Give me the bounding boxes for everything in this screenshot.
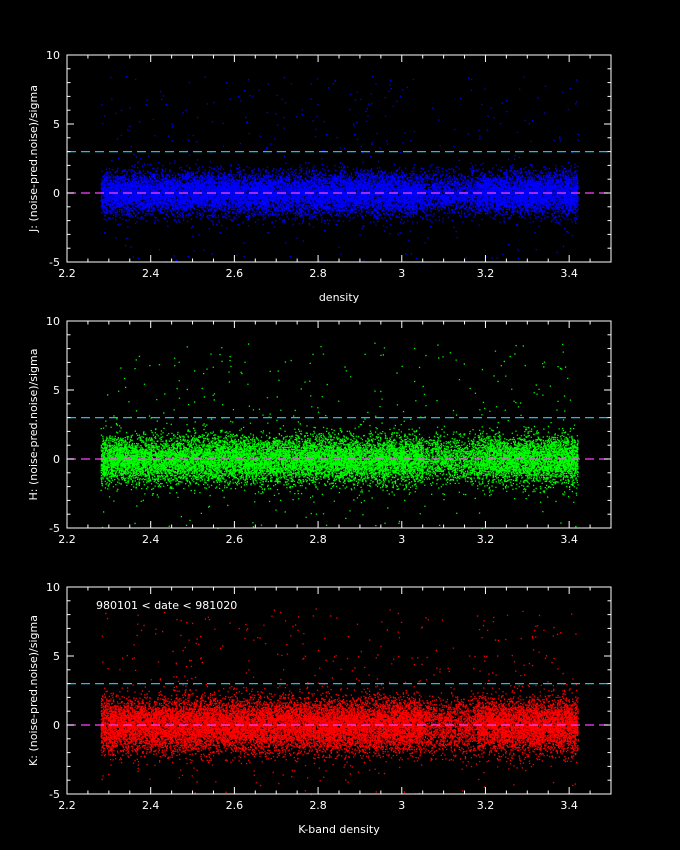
x-tick-label: 2.6 <box>226 799 244 812</box>
y-tick-label: 10 <box>46 315 60 328</box>
x-tick-label: 2.4 <box>142 267 160 280</box>
date-range-annotation: 980101 < date < 981020 <box>96 599 237 612</box>
y-tick-label: 5 <box>53 650 60 663</box>
plot-frame-j <box>66 54 612 263</box>
x-tick-label: 3.2 <box>477 799 495 812</box>
x-tick-label: 3 <box>398 533 405 546</box>
x-tick-label: 2.8 <box>309 267 327 280</box>
y-tick-label: 10 <box>46 49 60 62</box>
y-tick-label: -5 <box>49 256 60 269</box>
x-tick-label: 3.4 <box>560 533 578 546</box>
x-tick-label: 2.4 <box>142 533 160 546</box>
y-axis-label-k: K: (noise-pred.noise)/sigma <box>27 615 40 766</box>
x-tick-label: 2.2 <box>58 533 76 546</box>
x-tick-label: 2.4 <box>142 799 160 812</box>
x-tick-label: 2.2 <box>58 799 76 812</box>
x-tick-label: 3.2 <box>477 267 495 280</box>
scatter-marks-k <box>100 607 579 796</box>
scatter-points-k <box>100 607 579 796</box>
scatter-marks-h <box>100 342 579 530</box>
plot-frame-h <box>66 320 612 529</box>
y-tick-label: -5 <box>49 522 60 535</box>
y-tick-label: 5 <box>53 118 60 131</box>
y-tick-label: -5 <box>49 788 60 801</box>
scatter-marks-j <box>100 75 579 263</box>
panel-k: 2.2 2.4 2.6 2.8 3 3.2 3.4 -5 0 5 10 K: (noise-pred.… <box>27 581 612 836</box>
x-tick-label: 3 <box>398 799 405 812</box>
x-tick-label: 2.6 <box>226 267 244 280</box>
x-tick-label: 3.4 <box>560 267 578 280</box>
scatter-points-j <box>100 75 579 263</box>
x-tick-label: 2.6 <box>226 533 244 546</box>
y-tick-label: 0 <box>53 453 60 466</box>
x-axis-label-j: density <box>319 291 360 304</box>
x-tick-label: 3.2 <box>477 533 495 546</box>
x-tick-label: 2.8 <box>309 799 327 812</box>
x-axis-label-k: K-band density <box>298 823 380 836</box>
panel-j: 2.2 2.4 2.6 2.8 3 3.2 3.4 -5 0 5 10 J: (noise-pred.… <box>27 49 612 304</box>
y-axis-label-h: H: (noise-pred.noise)/sigma <box>27 349 40 501</box>
y-tick-label: 0 <box>53 187 60 200</box>
x-tick-label: 2.8 <box>309 533 327 546</box>
y-axis-label-j: J: (noise-pred.noise)/sigma <box>27 85 40 233</box>
panel-h: 2.2 2.4 2.6 2.8 3 3.2 3.4 -5 0 5 10 H: (noise-pred.… <box>27 315 612 546</box>
x-tick-label: 3.4 <box>560 799 578 812</box>
y-tick-label: 5 <box>53 384 60 397</box>
y-tick-label: 10 <box>46 581 60 594</box>
scatter-points-h <box>100 342 579 530</box>
x-tick-label: 2.2 <box>58 267 76 280</box>
x-tick-label: 3 <box>398 267 405 280</box>
y-tick-label: 0 <box>53 719 60 732</box>
